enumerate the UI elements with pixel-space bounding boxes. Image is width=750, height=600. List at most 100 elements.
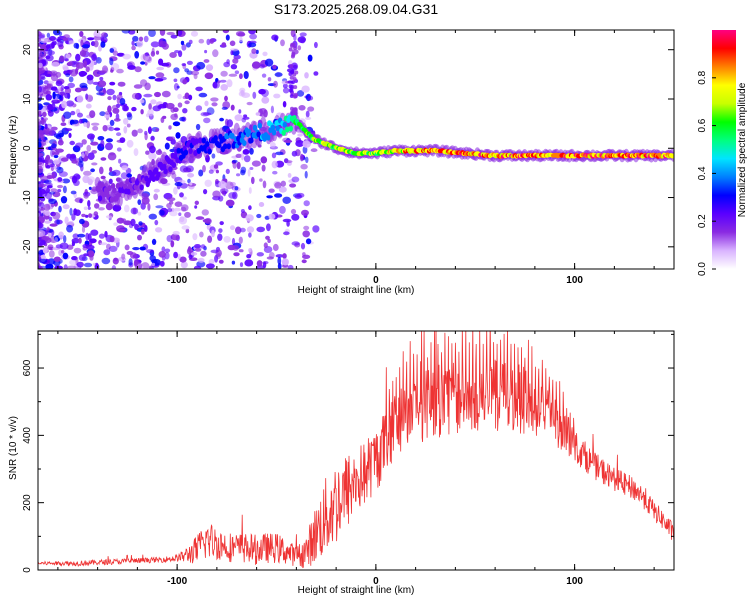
noise-blob xyxy=(302,146,308,154)
noise-blob xyxy=(150,99,157,105)
noise-blob xyxy=(63,264,68,269)
noise-blob xyxy=(195,105,203,112)
noise-blob xyxy=(57,189,62,193)
colorbar-label: Normalized spectral amplitude xyxy=(737,82,748,217)
noise-blob xyxy=(205,64,214,71)
noise-blob xyxy=(146,249,155,254)
noise-blob xyxy=(61,178,71,184)
noise-blob xyxy=(81,226,86,233)
noise-blob xyxy=(38,183,46,188)
noise-blob xyxy=(210,97,219,102)
noise-blob xyxy=(179,165,189,173)
noise-blob xyxy=(38,265,41,269)
noise-blob xyxy=(60,157,69,162)
noise-blob xyxy=(258,202,265,207)
streak-blob xyxy=(290,70,295,75)
noise-blob xyxy=(58,205,62,213)
noise-blob xyxy=(46,83,52,89)
noise-blob xyxy=(98,233,105,239)
noise-blob xyxy=(133,148,139,157)
snr-line xyxy=(38,331,674,569)
noise-blob xyxy=(177,102,183,108)
noise-blob xyxy=(112,107,120,114)
noise-blob xyxy=(298,105,306,111)
noise-blob xyxy=(58,231,64,239)
noise-blob xyxy=(45,165,51,169)
noise-blob xyxy=(104,113,111,119)
noise-blob xyxy=(245,214,254,222)
noise-blob xyxy=(99,111,106,117)
noise-blob xyxy=(49,191,56,195)
noise-blob xyxy=(201,209,209,216)
noise-blob xyxy=(241,92,251,98)
noise-blob xyxy=(68,220,74,225)
noise-blob xyxy=(130,218,136,227)
streak-blob xyxy=(293,64,298,69)
noise-blob xyxy=(100,41,106,48)
noise-blob xyxy=(42,111,47,118)
noise-blob xyxy=(239,36,243,43)
noise-blob xyxy=(71,176,78,184)
noise-blob xyxy=(262,180,267,189)
noise-blob xyxy=(100,157,107,161)
noise-blob xyxy=(240,211,248,219)
noise-blob xyxy=(54,237,58,243)
noise-blob xyxy=(67,82,75,89)
noise-blob xyxy=(124,204,130,213)
ridge-core xyxy=(176,147,181,154)
noise-blob xyxy=(58,171,68,177)
noise-blob xyxy=(266,195,273,199)
x-tick-label: -100 xyxy=(167,576,187,587)
noise-blob xyxy=(169,210,178,217)
noise-blob xyxy=(195,86,203,92)
noise-blob xyxy=(126,123,131,128)
noise-blob xyxy=(205,263,215,269)
noise-blob xyxy=(262,51,268,57)
noise-blob xyxy=(236,173,241,177)
noise-blob xyxy=(240,166,247,174)
ridge-core xyxy=(198,137,203,144)
noise-blob xyxy=(118,158,122,164)
ridge-core xyxy=(246,129,252,135)
noise-blob xyxy=(249,167,254,170)
noise-blob xyxy=(184,211,191,218)
noise-blob xyxy=(282,83,288,89)
noise-blob xyxy=(104,230,108,238)
noise-blob xyxy=(240,209,245,213)
noise-blob xyxy=(234,70,240,75)
noise-blob xyxy=(38,152,44,157)
noise-blob xyxy=(75,53,81,62)
noise-blob xyxy=(275,151,284,156)
noise-blob xyxy=(90,168,95,173)
noise-blob xyxy=(246,226,255,233)
noise-blob xyxy=(184,100,190,105)
noise-blob xyxy=(188,39,193,45)
noise-blob xyxy=(98,45,102,52)
noise-blob xyxy=(38,43,42,47)
ridge-core xyxy=(275,125,280,132)
noise-blob xyxy=(281,258,289,266)
chart-title: S173.2025.268.09.04.G31 xyxy=(274,1,438,17)
noise-blob xyxy=(39,53,45,58)
noise-blob xyxy=(175,132,181,139)
noise-blob xyxy=(203,117,211,124)
noise-blob xyxy=(194,244,201,249)
noise-blob xyxy=(55,71,62,78)
noise-blob xyxy=(71,119,79,125)
ridge-core xyxy=(270,124,276,131)
noise-blob xyxy=(261,96,270,104)
noise-blob xyxy=(107,96,112,101)
noise-blob xyxy=(98,200,108,205)
noise-blob xyxy=(218,180,227,189)
noise-blob xyxy=(76,62,80,71)
noise-blob xyxy=(131,45,136,51)
noise-blob xyxy=(53,133,61,138)
noise-blob xyxy=(259,178,263,182)
noise-blob xyxy=(51,203,55,208)
noise-blob xyxy=(89,110,96,118)
ridge-core xyxy=(242,140,247,147)
noise-blob xyxy=(147,203,151,211)
noise-blob xyxy=(54,265,63,269)
noise-blob xyxy=(219,117,225,122)
noise-blob xyxy=(272,170,278,175)
